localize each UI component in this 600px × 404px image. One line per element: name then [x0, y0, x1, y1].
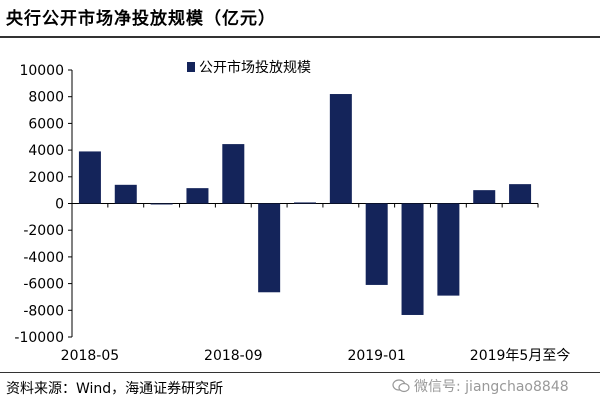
y-tick-label: 6000 — [28, 116, 64, 132]
bar-2019年5月至今 — [509, 184, 532, 204]
y-tick-label: -10000 — [14, 330, 64, 346]
y-tick-label: 0 — [55, 197, 64, 213]
y-tick-label: 4000 — [28, 143, 64, 159]
legend-label: 公开市场投放规模 — [199, 59, 311, 76]
chart-title: 央行公开市场净投放规模（亿元） — [6, 9, 276, 29]
bar-2019-04 — [473, 190, 496, 204]
x-tick-label: 2018-09 — [204, 348, 263, 364]
bar-2018-09 — [222, 144, 245, 204]
bar-2018-07 — [150, 203, 173, 205]
watermark: 微信号: jiangchao8848 — [392, 376, 569, 396]
bar-2019-01 — [365, 203, 388, 285]
bar-2018-05 — [78, 151, 101, 204]
bar-2018-12 — [329, 94, 352, 204]
y-tick-label: 8000 — [28, 90, 64, 106]
bar-2018-10 — [258, 203, 281, 293]
y-tick-label: -2000 — [23, 223, 64, 239]
bar-2019-03 — [437, 203, 460, 296]
x-tick-label: 2018-05 — [61, 348, 120, 364]
source-note: 资料来源：Wind，海通证券研究所 — [6, 381, 224, 397]
bar-2018-08 — [186, 188, 209, 204]
y-tick-label: -4000 — [23, 250, 64, 266]
y-tick-label: 10000 — [19, 63, 64, 79]
x-tick-label: 2019-01 — [347, 348, 406, 364]
x-tick-label: 2019年5月至今 — [470, 348, 571, 364]
y-tick-label: -8000 — [23, 303, 64, 319]
bar-2018-11 — [294, 202, 316, 204]
watermark-text: 微信号: jiangchao8848 — [414, 379, 569, 395]
footer-divider — [0, 372, 600, 373]
y-tick-label: 2000 — [28, 170, 64, 186]
bar-2019-02 — [401, 203, 424, 315]
bar-2018-06 — [114, 184, 137, 204]
y-tick-label: -6000 — [23, 277, 64, 293]
title-divider — [0, 36, 600, 38]
wechat-icon — [392, 379, 410, 393]
legend-swatch — [187, 62, 195, 72]
